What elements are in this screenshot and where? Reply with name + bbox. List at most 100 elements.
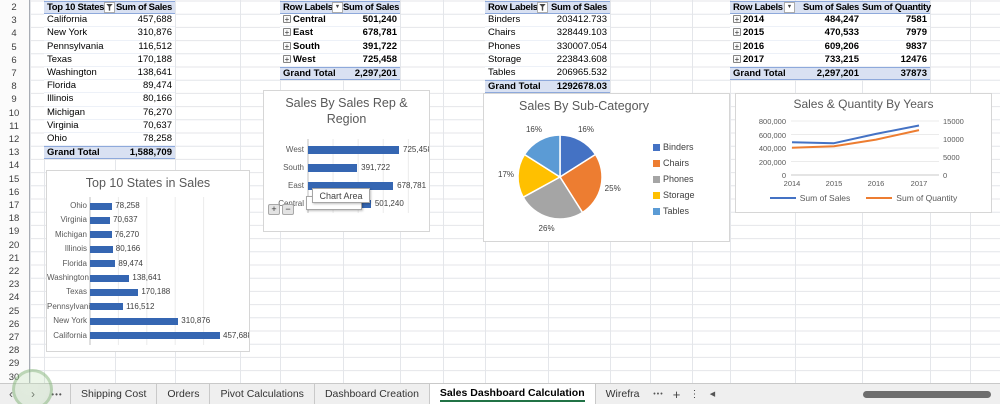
expand-icon[interactable]: +: [283, 28, 291, 36]
pivot-grand-total-row[interactable]: Grand Total 1,588,709: [44, 146, 175, 159]
grand-total-value[interactable]: 2,297,201: [795, 68, 862, 80]
pivot-row-label[interactable]: Pennsylvania: [44, 41, 115, 53]
filter-dropdown-button[interactable]: ▼: [784, 2, 795, 13]
row-header-14[interactable]: 14: [0, 159, 28, 172]
bar-texas[interactable]: [90, 289, 138, 296]
pivot-row-label[interactable]: Illinois: [44, 93, 115, 105]
pivot-row-value[interactable]: 725,458: [343, 54, 400, 66]
row-header-3[interactable]: 3: [0, 14, 28, 27]
tab-orders[interactable]: Orders: [157, 384, 210, 404]
pivot-row-value[interactable]: 501,240: [343, 14, 400, 26]
pivot-row-label[interactable]: Chairs: [485, 27, 548, 39]
row-header-22[interactable]: 22: [0, 265, 28, 278]
pivot-row[interactable]: Texas 170,188: [44, 54, 175, 67]
bar-west[interactable]: [308, 146, 399, 154]
row-header-9[interactable]: 9: [0, 93, 28, 106]
pivot-row[interactable]: California 457,688: [44, 14, 175, 27]
row-header-12[interactable]: 12: [0, 133, 28, 146]
sheet-list-more-icon[interactable]: •••: [44, 384, 70, 404]
chart-sales-by-rep-region[interactable]: Sales By Sales Rep &Region Chart Area + …: [263, 90, 430, 232]
pivot-row[interactable]: Washington 138,641: [44, 67, 175, 80]
chart-sales-by-subcategory[interactable]: Sales By Sub-Category 16%25%26%17%16%Bin…: [483, 93, 730, 242]
pivot-row-value[interactable]: 12476: [862, 54, 930, 66]
row-header-18[interactable]: 18: [0, 212, 28, 225]
pivot-row-label[interactable]: Michigan: [44, 107, 115, 119]
legend-item-tables[interactable]: Tables: [653, 206, 689, 216]
legend-item[interactable]: Sum of Quantity: [866, 193, 957, 203]
horizontal-scrollbar-thumb[interactable]: [863, 391, 991, 398]
legend-item-phones[interactable]: Phones: [653, 174, 694, 184]
pivot-table-region-sales[interactable]: Row Labels ▼ Sum of Sales +Central 501,2…: [280, 1, 400, 80]
pivot-grand-total-row[interactable]: Grand Total 2,297,201: [280, 67, 400, 80]
expand-icon[interactable]: +: [733, 15, 741, 23]
pivot-row-value[interactable]: 330007.054: [548, 41, 610, 53]
pivot-row-value[interactable]: 80,166: [115, 93, 175, 105]
bar-south[interactable]: [308, 164, 357, 172]
pivot-row-value[interactable]: 7979: [862, 27, 930, 39]
pivot-row[interactable]: +West 725,458: [280, 54, 400, 67]
row-header-4[interactable]: 4: [0, 27, 28, 40]
pivot-row[interactable]: Chairs 328449.103: [485, 27, 610, 40]
pivot-row-label[interactable]: Ohio: [44, 133, 115, 145]
tab-sales-dashboard-calculation[interactable]: Sales Dashboard Calculation: [430, 384, 596, 404]
pivot-row-label[interactable]: Virginia: [44, 120, 115, 132]
pivot-row[interactable]: Ohio 78,258: [44, 133, 175, 146]
grand-total-value[interactable]: 1292678.03: [548, 81, 610, 93]
row-header-25[interactable]: 25: [0, 305, 28, 318]
pivot-row-label[interactable]: Phones: [485, 41, 548, 53]
filter-applied-button[interactable]: [537, 2, 548, 13]
pivot-row-label[interactable]: +2014: [730, 14, 795, 26]
pivot-row[interactable]: +2017 733,215 12476: [730, 54, 930, 67]
pivot-row[interactable]: +South 391,722: [280, 41, 400, 54]
row-header-30[interactable]: 30: [0, 371, 28, 383]
row-header-10[interactable]: 10: [0, 107, 28, 120]
bar-virginia[interactable]: [90, 217, 110, 224]
bar-new-york[interactable]: [90, 318, 178, 325]
pivot-row[interactable]: New York 310,876: [44, 27, 175, 40]
grand-total-value[interactable]: 2,297,201: [343, 68, 400, 80]
pivot-row-value[interactable]: 70,637: [115, 120, 175, 132]
row-header-26[interactable]: 26: [0, 318, 28, 331]
row-header-6[interactable]: 6: [0, 54, 28, 67]
grand-total-label[interactable]: Grand Total: [44, 147, 115, 159]
bar-florida[interactable]: [90, 260, 115, 267]
chart-top-10-states[interactable]: Top 10 States in Sales Ohio78,258Virgini…: [46, 170, 250, 352]
pivot-row-label[interactable]: +East: [280, 27, 343, 39]
pivot-row-value[interactable]: 223843.608: [548, 54, 610, 66]
row-header-21[interactable]: 21: [0, 252, 28, 265]
pivot-row-label[interactable]: Binders: [485, 14, 548, 26]
pivot-row[interactable]: Binders 203412.733: [485, 14, 610, 27]
pivot-row-label[interactable]: +2017: [730, 54, 795, 66]
chart-sales-quantity-by-years[interactable]: Sales & Quantity By Years 0200,000400,00…: [735, 93, 992, 213]
grand-total-label[interactable]: Grand Total: [730, 68, 795, 80]
expand-icon[interactable]: +: [283, 55, 291, 63]
pivot-table-years-sales-quantity[interactable]: Row Labels ▼ Sum of Sales Sum of Quantit…: [730, 1, 930, 80]
row-header-19[interactable]: 19: [0, 225, 28, 238]
row-header-8[interactable]: 8: [0, 80, 28, 93]
tab-dashboard-creation[interactable]: Dashboard Creation: [315, 384, 430, 404]
bar-illinois[interactable]: [90, 246, 113, 253]
pivot-row-value[interactable]: 457,688: [115, 14, 175, 26]
pivot-row-label[interactable]: Texas: [44, 54, 115, 66]
expand-icon[interactable]: +: [733, 55, 741, 63]
row-header-23[interactable]: 23: [0, 278, 28, 291]
filter-dropdown-button[interactable]: ▼: [332, 2, 343, 13]
legend-item-storage[interactable]: Storage: [653, 190, 695, 200]
pivot-row-label[interactable]: +West: [280, 54, 343, 66]
pivot-row-value[interactable]: 9837: [862, 41, 930, 53]
pivot-row[interactable]: Virginia 70,637: [44, 120, 175, 133]
pivot-table-subcategory-sales[interactable]: Row Labels Sum of Sales Binders 203412.7…: [485, 1, 610, 93]
pivot-row-label[interactable]: Florida: [44, 80, 115, 92]
pivot-row-value[interactable]: 328449.103: [548, 27, 610, 39]
pivot-grand-total-row[interactable]: Grand Total 1292678.03: [485, 80, 610, 93]
filter-applied-button[interactable]: [104, 2, 115, 13]
pivot-row[interactable]: Florida 89,474: [44, 80, 175, 93]
pivot-row-label[interactable]: Storage: [485, 54, 548, 66]
scrollbar-left-arrow-icon[interactable]: ◀: [703, 384, 721, 404]
expand-icon[interactable]: +: [733, 28, 741, 36]
row-header-27[interactable]: 27: [0, 331, 28, 344]
pivot-row-value[interactable]: 76,270: [115, 107, 175, 119]
pivot-row[interactable]: Tables 206965.532: [485, 67, 610, 80]
pivot-row-value[interactable]: 203412.733: [548, 14, 610, 26]
pivot-row-value[interactable]: 391,722: [343, 41, 400, 53]
